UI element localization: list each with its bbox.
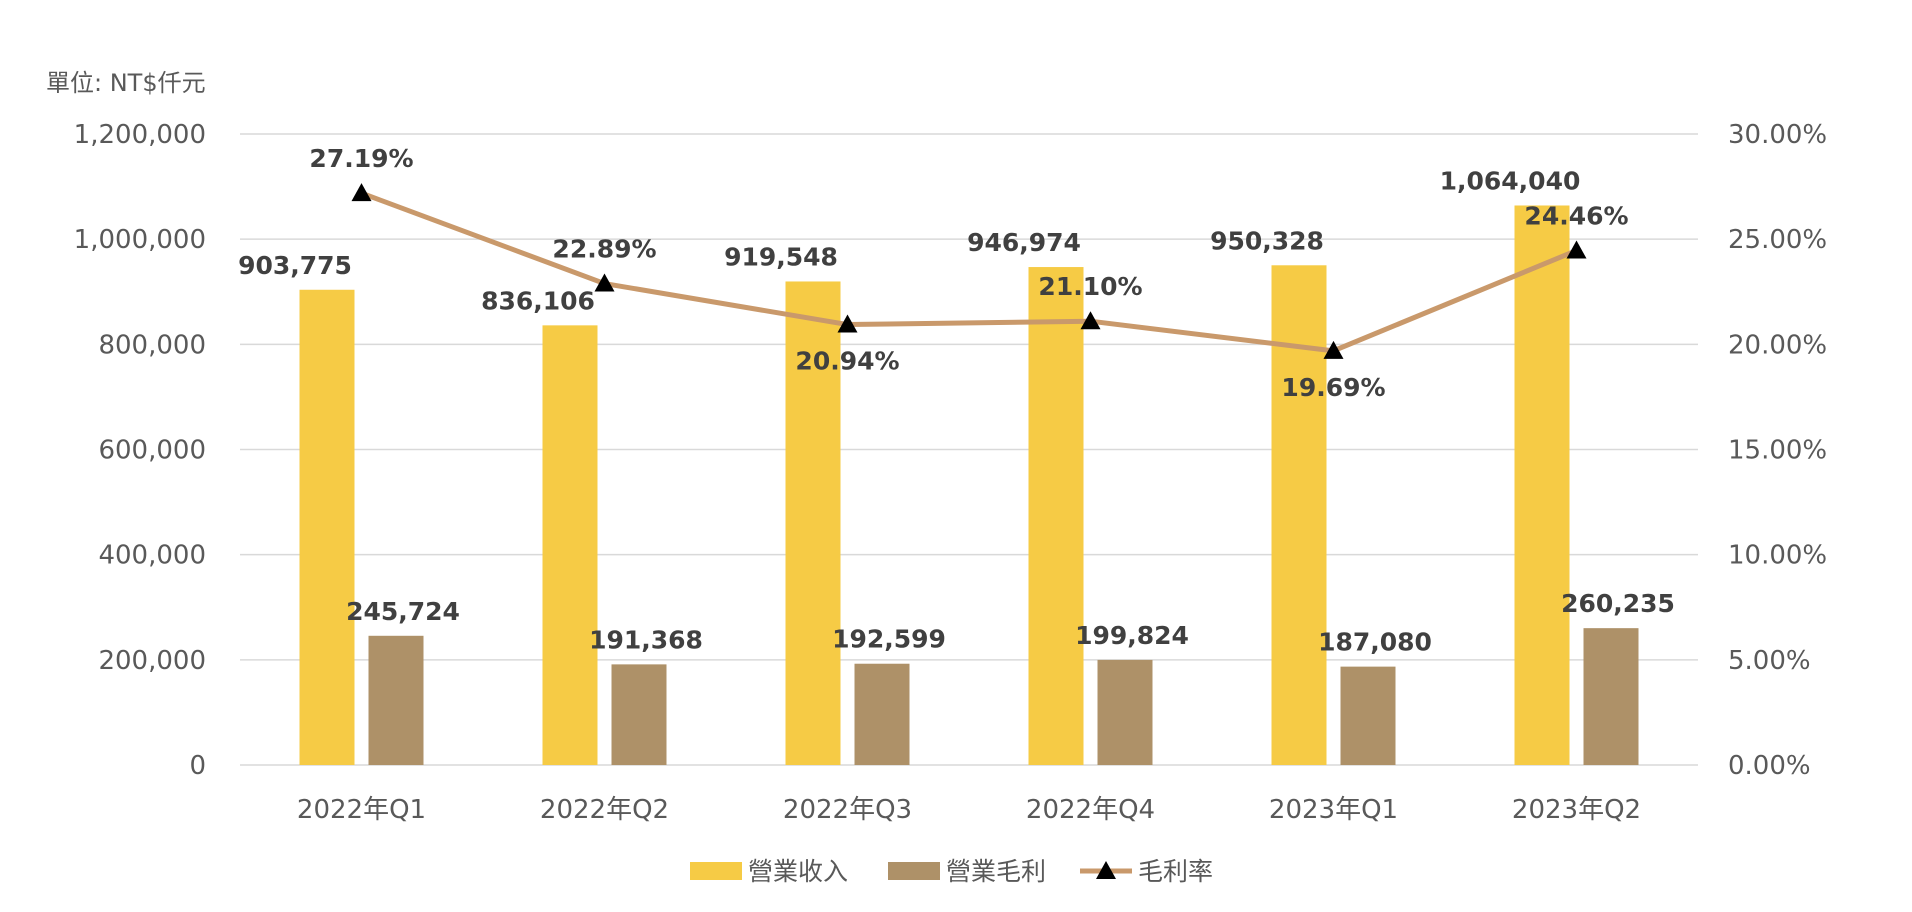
legend-swatch-gross-profit (888, 862, 940, 880)
bars (299, 205, 1639, 765)
margin-marker-triangle (837, 314, 858, 333)
revenue-bar (299, 289, 355, 765)
legend: 營業收入 營業毛利 毛利率 (690, 857, 1213, 886)
category-axis-label: 2023年Q1 (1269, 795, 1398, 825)
margin-data-label: 19.69% (1281, 373, 1385, 402)
revenue-bar (1028, 267, 1084, 765)
category-axis-label: 2022年Q4 (1026, 795, 1155, 825)
left-axis-tick-labels: 0 200,000 400,000 600,000 800,000 1,000,000 1,… (74, 120, 206, 781)
gross-profit-data-label: 192,599 (832, 625, 946, 654)
category-axis-label: 2022年Q3 (783, 795, 912, 825)
left-axis-tick-label: 600,000 (98, 436, 206, 466)
revenue-data-label: 919,548 (724, 242, 838, 271)
right-axis-tick-labels: 0.00% 5.00% 10.00% 15.00% 20.00% 25.00% 30.00% (1728, 120, 1827, 781)
right-axis-tick-label: 10.00% (1728, 541, 1827, 571)
gross-profit-bar (1097, 659, 1153, 765)
revenue-data-label: 836,106 (481, 286, 595, 315)
legend-label: 毛利率 (1138, 857, 1213, 886)
margin-data-label: 24.46% (1524, 202, 1628, 231)
margin-data-label: 20.94% (795, 347, 899, 376)
right-axis-tick-label: 5.00% (1728, 646, 1811, 676)
revenue-data-label: 946,974 (967, 228, 1081, 257)
margin-data-label: 22.89% (552, 235, 656, 264)
margin-marker-triangle (1566, 240, 1587, 259)
category-axis-label: 2023年Q2 (1512, 795, 1641, 825)
category-axis-label: 2022年Q1 (297, 795, 426, 825)
data-labels: 903,775 245,724 836,106 191,368 919,548 192,5… (238, 144, 1675, 657)
gross-profit-bar (1583, 628, 1639, 765)
revenue-bar (785, 281, 841, 765)
left-axis-tick-label: 1,000,000 (74, 225, 206, 255)
left-axis-tick-label: 0 (189, 751, 206, 781)
revenue-data-label: 1,064,040 (1440, 166, 1581, 195)
legend-label: 營業毛利 (946, 857, 1046, 886)
right-axis-tick-label: 15.00% (1728, 436, 1827, 466)
right-axis-tick-label: 25.00% (1728, 225, 1827, 255)
left-axis-tick-label: 400,000 (98, 541, 206, 571)
gross-profit-data-label: 187,080 (1318, 628, 1432, 657)
margin-marker-triangle (351, 183, 372, 202)
legend-label: 營業收入 (748, 857, 848, 886)
right-axis-tick-label: 20.00% (1728, 330, 1827, 360)
gross-profit-data-label: 191,368 (589, 625, 703, 654)
left-axis-tick-label: 200,000 (98, 646, 206, 676)
revenue-bar (1271, 265, 1327, 765)
revenue-data-label: 903,775 (238, 251, 352, 280)
gross-profit-bar (854, 663, 910, 765)
left-axis-tick-label: 800,000 (98, 330, 206, 360)
revenue-bar (1514, 205, 1570, 765)
revenue-data-label: 950,328 (1210, 226, 1324, 255)
margin-marker-triangle (1080, 311, 1101, 330)
legend-swatch-revenue (690, 862, 742, 880)
margin-marker-triangle (1323, 340, 1344, 359)
gross-profit-bar (611, 664, 667, 765)
gross-profit-bar (368, 635, 424, 765)
margin-marker-triangle (594, 273, 615, 292)
category-axis-label: 2022年Q2 (540, 795, 669, 825)
gross-profit-data-label: 245,724 (346, 597, 460, 626)
gross-profit-data-label: 199,824 (1075, 621, 1189, 650)
right-axis-tick-label: 30.00% (1728, 120, 1827, 150)
revenue-bar (542, 325, 598, 765)
right-axis-tick-label: 0.00% (1728, 751, 1811, 781)
margin-line (351, 183, 1587, 359)
margin-data-label: 27.19% (309, 144, 413, 173)
left-axis-tick-label: 1,200,000 (74, 120, 206, 150)
margin-line-path (360, 190, 1578, 354)
legend-marker-triangle (1096, 861, 1116, 879)
category-axis-labels: 2022年Q1 2022年Q2 2022年Q3 2022年Q4 2023年Q1 2023年… (297, 795, 1641, 825)
gross-profit-bar (1340, 666, 1396, 765)
gross-profit-data-label: 260,235 (1561, 589, 1675, 618)
unit-label: 單位: NT$仟元 (46, 69, 206, 97)
margin-data-label: 21.10% (1038, 272, 1142, 301)
